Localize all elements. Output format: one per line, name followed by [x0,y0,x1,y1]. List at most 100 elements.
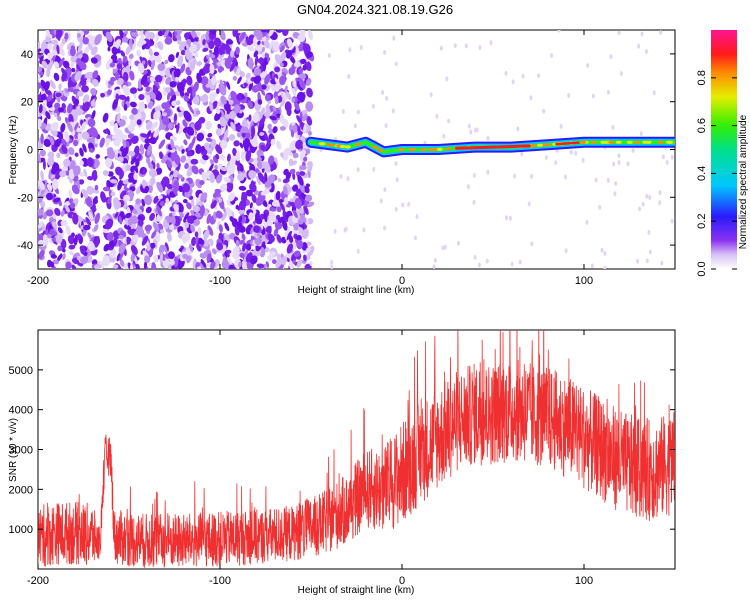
noise-speckle [180,155,187,163]
snr-ytick-label: 2000 [9,484,33,496]
noise-speckle [186,75,193,86]
noise-speckle [122,36,129,43]
noise-speckle [213,37,222,48]
noise-speckle [211,92,218,98]
noise-speckle [56,44,60,55]
spectrogram-xtick-label: 100 [575,275,593,287]
noise-speckle [164,242,169,252]
noise-speckle [212,58,219,63]
noise-speckle [76,58,82,66]
noise-speckle [228,99,234,105]
noise-speckle [169,80,177,88]
noise-speckle [614,181,618,186]
noise-speckle [612,161,616,167]
noise-speckle [176,34,182,41]
noise-speckle [207,225,214,236]
noise-speckle [131,107,138,115]
noise-speckle [93,224,99,232]
noise-speckle [279,126,286,131]
noise-speckle [78,179,85,185]
noise-speckle [145,120,153,130]
noise-speckle [267,174,276,184]
noise-speckle [85,196,93,207]
noise-speckle [166,159,172,169]
noise-speckle [38,151,42,163]
noise-speckle [298,226,304,234]
noise-speckle [72,139,79,147]
noise-speckle [195,261,200,269]
noise-speckle [268,155,275,165]
noise-speckle [77,132,83,141]
noise-speckle [100,92,106,98]
noise-speckle [190,158,199,165]
noise-speckle [216,98,222,109]
noise-speckle [38,104,43,114]
noise-speckle [40,200,46,209]
colorbar-gradient [711,30,737,269]
noise-speckle [107,46,111,52]
noise-speckle [441,245,445,251]
noise-speckle [257,58,265,64]
noise-speckle [82,37,90,45]
noise-speckle [94,235,100,248]
noise-speckle [253,50,259,58]
noise-speckle [55,234,63,244]
noise-speckle [305,247,311,254]
noise-speckle [172,211,176,217]
noise-speckle [53,72,60,82]
noise-speckle [658,200,662,206]
noise-speckle [574,150,578,156]
noise-speckle [224,113,231,120]
noise-speckle [86,137,94,143]
noise-speckle [267,123,272,130]
noise-speckle [148,48,153,57]
noise-speckle [207,147,213,155]
noise-speckle [235,239,240,248]
noise-speckle [146,244,152,252]
noise-speckle [252,112,260,124]
noise-speckle [223,129,229,141]
noise-speckle [60,210,65,217]
noise-speckle [200,76,209,85]
noise-speckle [87,157,94,168]
noise-speckle [38,208,44,216]
noise-speckle [69,202,76,209]
noise-speckle [102,255,111,267]
noise-speckle [219,116,225,124]
noise-speckle [238,261,242,268]
noise-speckle [62,158,71,167]
noise-speckle [71,232,75,237]
noise-speckle [617,153,621,159]
noise-speckle [294,101,300,111]
noise-speckle [276,253,281,262]
noise-speckle [214,164,219,170]
noise-speckle [111,46,118,56]
noise-speckle [415,214,419,220]
noise-speckle [52,162,60,172]
noise-speckle [156,205,162,217]
noise-speckle [128,53,134,59]
noise-speckle [64,32,69,40]
noise-speckle [203,229,210,240]
noise-speckle [292,184,299,192]
noise-speckle [189,44,197,53]
ridge-blob [634,140,641,144]
noise-speckle [119,259,125,267]
noise-speckle [648,249,652,255]
noise-speckle [210,200,217,209]
noise-speckle [92,70,99,79]
snr-ytick-label: 3000 [9,445,33,457]
noise-speckle [274,66,281,73]
noise-speckle [230,121,236,132]
noise-speckle [356,248,360,254]
noise-speckle [171,100,178,107]
noise-speckle [38,221,43,229]
noise-speckle [118,215,123,225]
noise-speckle [563,174,567,180]
noise-speckle [305,101,314,112]
noise-speckle [113,264,119,269]
noise-speckle [47,156,55,167]
noise-speckle [296,234,302,242]
ridge-blob [608,140,615,144]
noise-speckle [590,263,594,269]
